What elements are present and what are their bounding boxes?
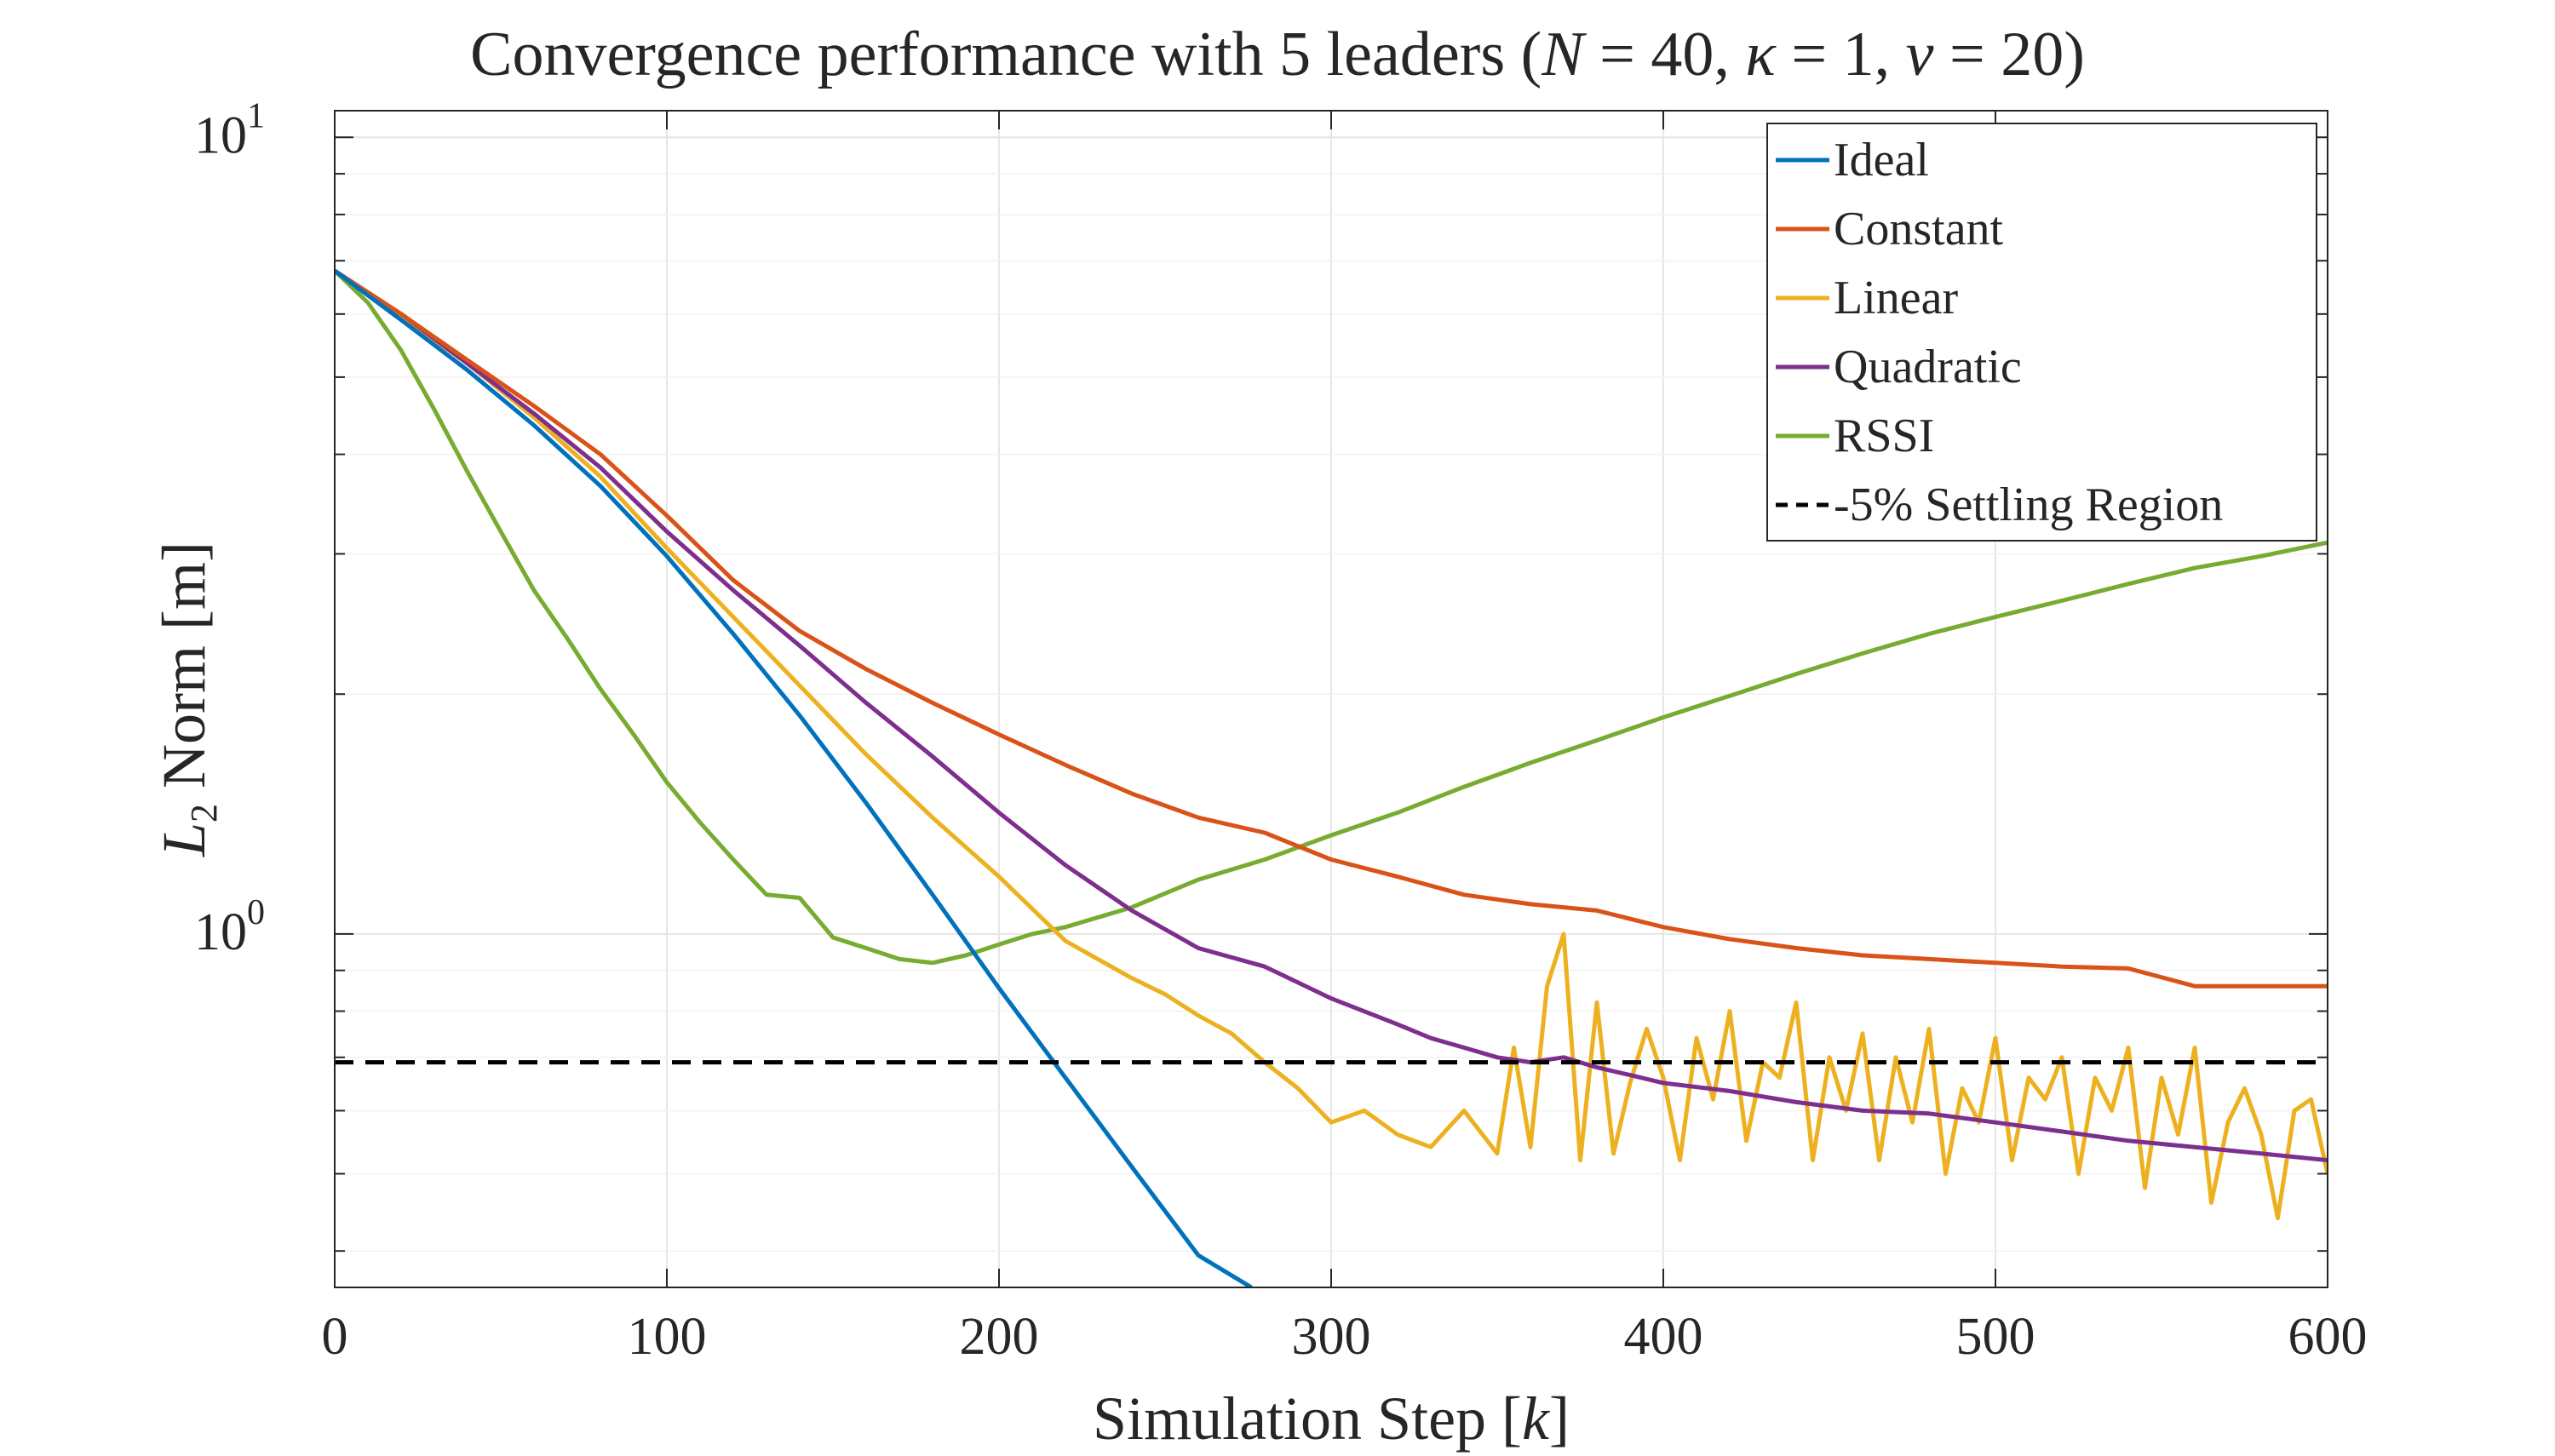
y-tick-label: 101 bbox=[194, 96, 265, 164]
x-tick-label: 600 bbox=[2288, 1308, 2368, 1366]
title-nu-eq: = 20) bbox=[1933, 20, 2084, 89]
series-line-linear bbox=[335, 268, 2328, 1220]
series-layer bbox=[335, 268, 2328, 1287]
y-tick-label: 100 bbox=[194, 893, 265, 961]
x-axis-ticks: 0 100 200 300 400 500 600 bbox=[322, 111, 2368, 1366]
series-line-ideal bbox=[335, 268, 1253, 1287]
legend-label: Constant bbox=[1834, 203, 2004, 255]
title-kappa: κ bbox=[1745, 20, 1777, 89]
x-axis-label: Simulation Step [k] bbox=[1093, 1384, 1570, 1453]
title-kappa-eq: = 1, bbox=[1776, 20, 1906, 89]
x-tick-label: 0 bbox=[322, 1308, 348, 1366]
title-nu: ν bbox=[1906, 20, 1934, 89]
y-axis-label: L2 Norm [m] bbox=[150, 542, 225, 857]
title-n-eq: = 40, bbox=[1584, 20, 1746, 89]
series-line-constant bbox=[335, 268, 2328, 989]
x-tick-label: 300 bbox=[1292, 1308, 1371, 1366]
x-tick-label: 100 bbox=[628, 1308, 707, 1366]
legend-box bbox=[1766, 123, 2317, 542]
x-tick-label: 500 bbox=[1956, 1308, 2035, 1366]
chart-title: Convergence performance with 5 leaders (… bbox=[470, 20, 2085, 89]
legend-label: Quadratic bbox=[1834, 341, 2022, 393]
y-axis-ticks: 100 101 bbox=[194, 96, 2328, 1253]
series-line-quadratic bbox=[335, 268, 2328, 1163]
legend-label: -5% Settling Region bbox=[1834, 479, 2223, 531]
x-tick-label: 200 bbox=[960, 1308, 1039, 1366]
legend: Ideal Constant Linear Quadratic RSSI -5% Sett… bbox=[1766, 123, 2317, 542]
legend-label: Ideal bbox=[1834, 134, 1929, 186]
legend-label: RSSI bbox=[1834, 410, 1934, 462]
title-prefix: Convergence performance with 5 leaders ( bbox=[470, 20, 1542, 89]
series-line-rssi bbox=[335, 269, 2328, 966]
legend-label: Linear bbox=[1834, 272, 1958, 324]
x-tick-label: 400 bbox=[1624, 1308, 1703, 1366]
title-n: N bbox=[1541, 20, 1587, 89]
